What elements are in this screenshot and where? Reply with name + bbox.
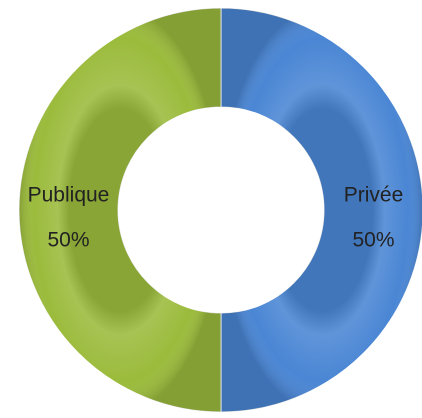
category-label: Privée <box>344 184 404 207</box>
donut-slice <box>18 7 222 413</box>
value-label: 50% <box>352 229 394 252</box>
donut-slice <box>220 7 422 413</box>
value-label: 50% <box>47 229 89 252</box>
category-label: Publique <box>28 184 110 207</box>
